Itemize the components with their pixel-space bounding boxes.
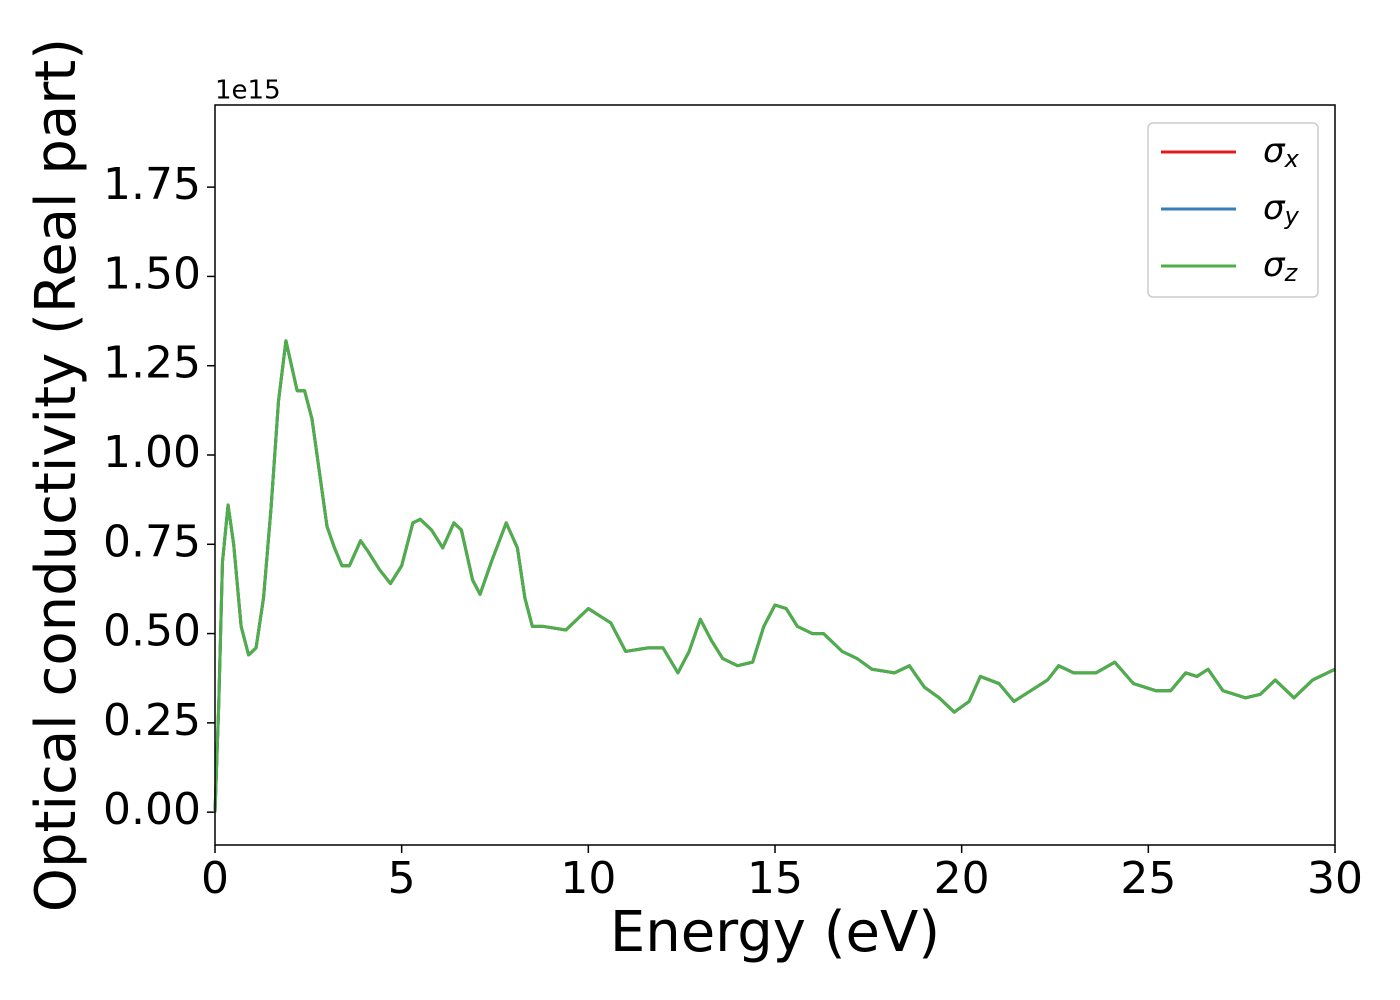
y-tick-label: 0.25 <box>103 695 201 746</box>
x-axis-label: Energy (eV) <box>610 900 940 965</box>
legend-label: σy <box>1263 188 1300 231</box>
y-tick-label: 0.50 <box>103 606 201 657</box>
x-tick-label: 20 <box>934 853 990 904</box>
legend-label: σz <box>1263 245 1299 288</box>
y-tick-label: 0.00 <box>103 784 201 835</box>
x-tick-label: 15 <box>747 853 803 904</box>
x-tick-label: 0 <box>201 853 229 904</box>
y-offset-label: 1e15 <box>215 76 281 106</box>
x-tick-label: 25 <box>1120 853 1176 904</box>
y-tick-label: 1.00 <box>103 427 201 478</box>
x-tick-label: 10 <box>560 853 616 904</box>
x-tick-label: 5 <box>388 853 416 904</box>
y-tick-label: 0.75 <box>103 516 201 567</box>
y-tick-label: 1.75 <box>103 159 201 210</box>
series-line <box>213 339 1336 813</box>
legend-label: σx <box>1263 131 1300 174</box>
x-tick-label: 30 <box>1307 853 1363 904</box>
y-tick-label: 1.50 <box>103 248 201 299</box>
plot-frame <box>214 104 1336 846</box>
y-axis-label: Optical conductivity (Real part) <box>24 38 89 912</box>
y-tick-label: 1.25 <box>103 338 201 389</box>
